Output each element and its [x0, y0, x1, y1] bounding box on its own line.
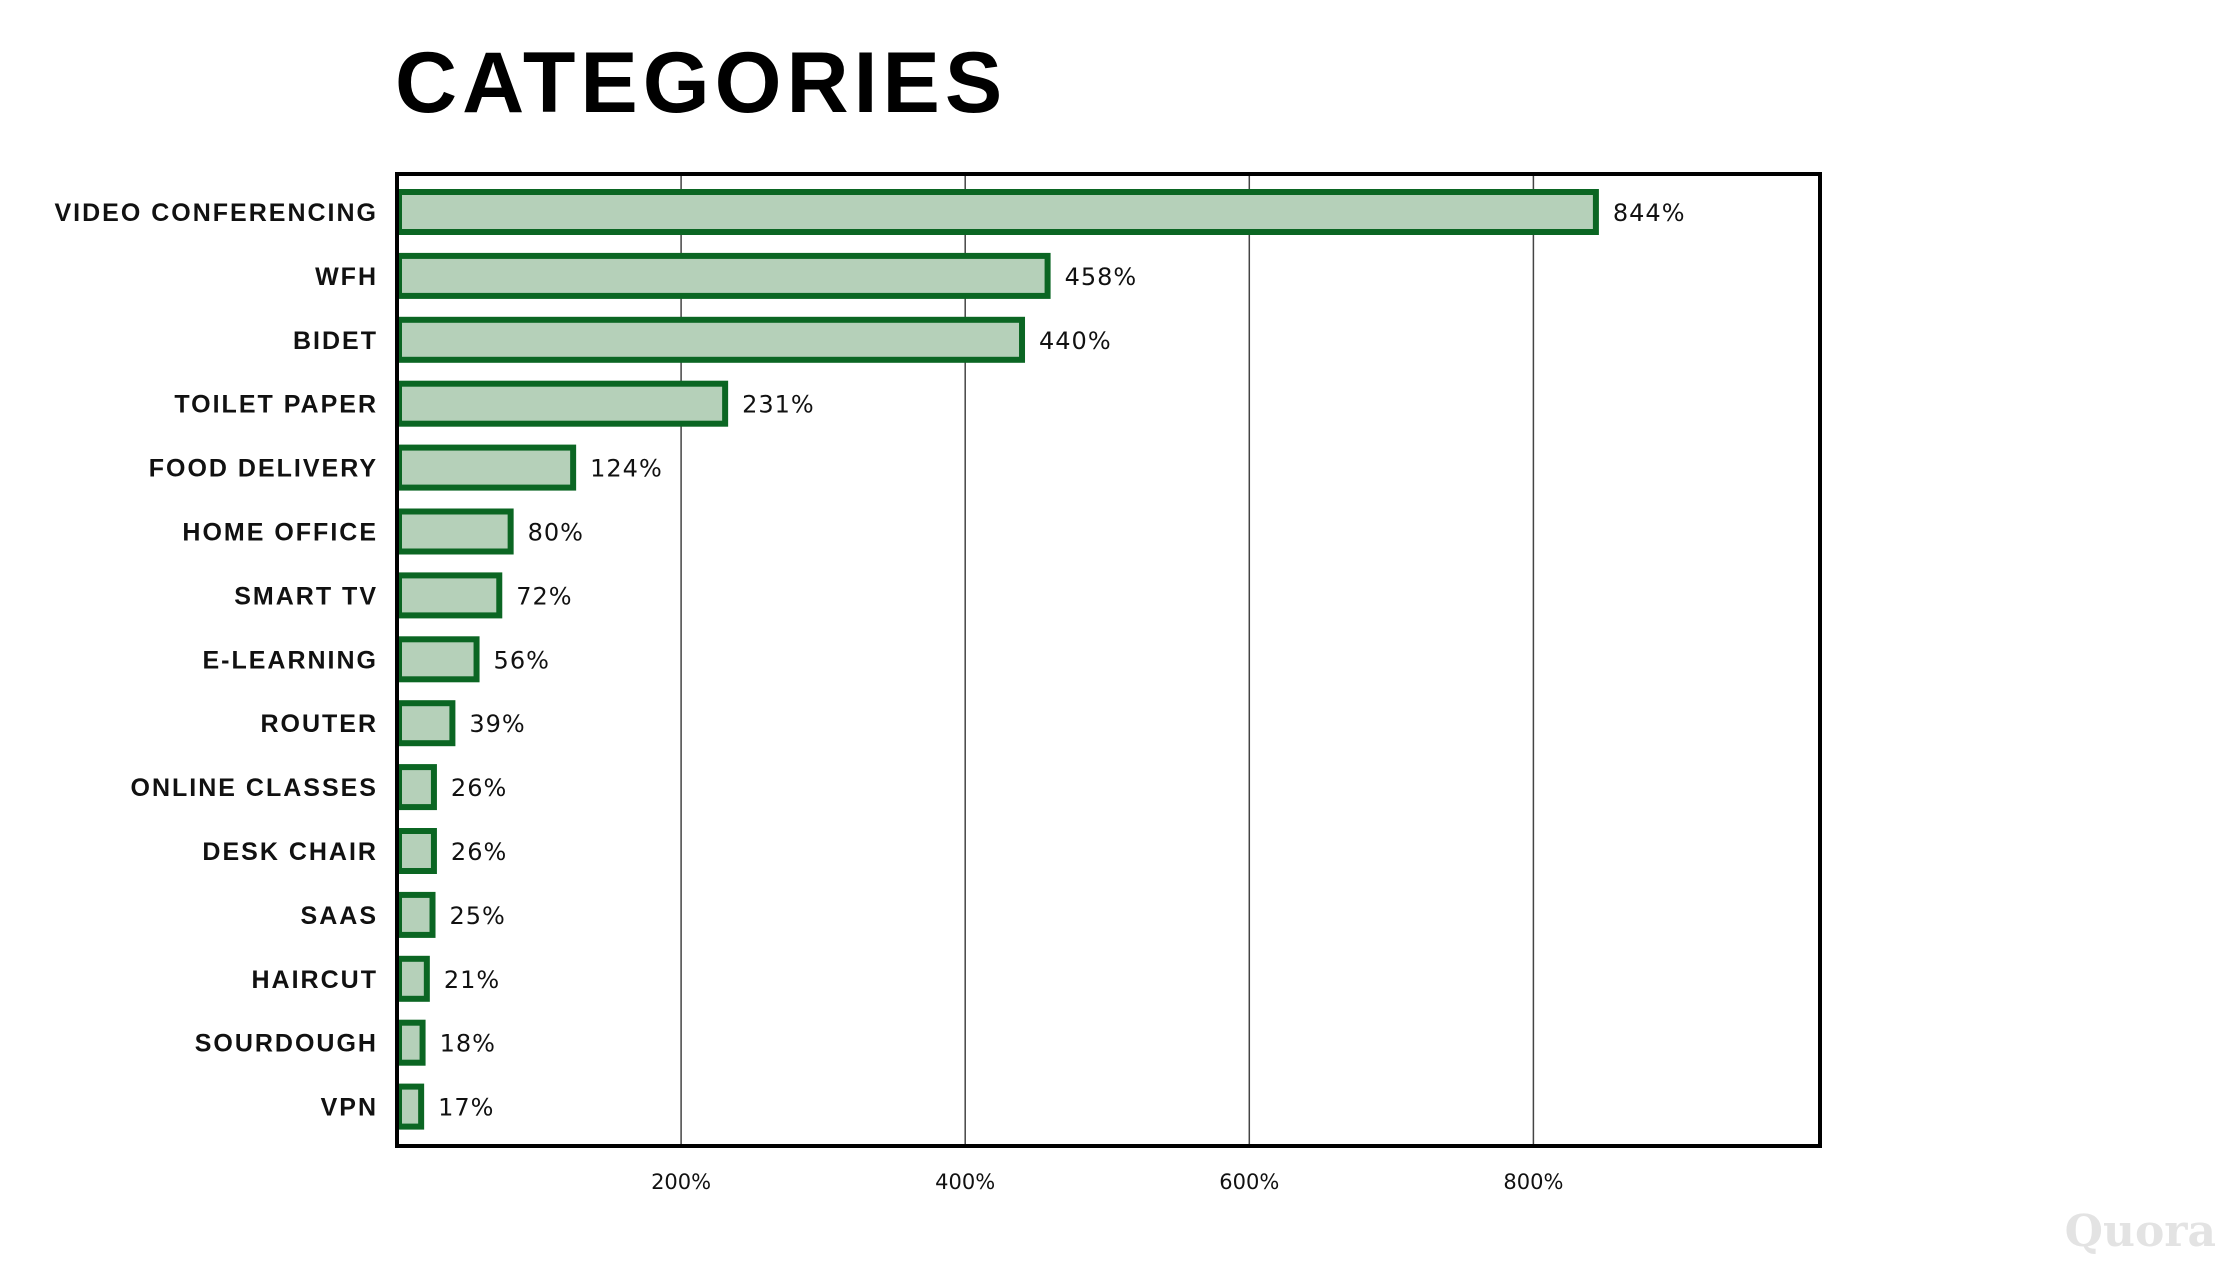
bar [396, 252, 1051, 299]
chart-title: CATEGORIES [395, 35, 1008, 131]
bar [396, 700, 456, 747]
bar [396, 828, 437, 874]
value-label: 231% [742, 391, 815, 419]
category-label: SMART TV [234, 582, 378, 610]
value-label: 21% [444, 966, 500, 994]
value-label: 18% [440, 1030, 496, 1058]
value-label: 72% [516, 582, 572, 610]
category-labels: VIDEO CONFERENCING WFH BIDET TOILET PAPER FO… [54, 199, 379, 1122]
bar [396, 764, 437, 811]
category-label: DESK CHAIR [202, 838, 378, 866]
value-label: 458% [1065, 263, 1138, 291]
bar [396, 1083, 425, 1130]
category-label: BIDET [293, 327, 378, 355]
category-label: TOILET PAPER [174, 391, 378, 419]
value-label: 26% [451, 838, 507, 866]
category-label: SOURDOUGH [195, 1030, 378, 1058]
value-labels: 844% 458% 440% 231% 124% 80% 72% 56% 39% 26% 26% 25… [438, 199, 1686, 1122]
category-label: SAAS [301, 902, 378, 930]
x-tick-label: 200% [651, 1170, 711, 1194]
bar [396, 955, 430, 1002]
bars [396, 189, 1599, 1130]
bar [396, 572, 503, 619]
bar [396, 1019, 426, 1066]
value-label: 440% [1039, 327, 1112, 355]
value-label: 39% [469, 710, 525, 738]
category-label: WFH [315, 263, 378, 291]
quora-watermark: Quora [2064, 1206, 2216, 1257]
category-label: ROUTER [260, 710, 378, 738]
value-label: 26% [451, 774, 507, 802]
value-label: 25% [450, 902, 506, 930]
value-label: 17% [438, 1094, 494, 1122]
category-label: VIDEO CONFERENCING [54, 199, 378, 227]
value-label: 56% [494, 646, 550, 674]
bar [396, 444, 577, 491]
category-label: FOOD DELIVERY [149, 455, 378, 483]
x-axis-ticks: 200% 400% 600% 800% [651, 1170, 1563, 1194]
bar [396, 189, 1599, 235]
bar [396, 636, 480, 683]
x-tick-label: 400% [935, 1170, 995, 1194]
value-label: 124% [590, 455, 663, 483]
bar [396, 508, 514, 555]
x-tick-label: 600% [1219, 1170, 1279, 1194]
category-label: VPN [321, 1094, 378, 1122]
category-label: E-LEARNING [202, 646, 378, 674]
bar [396, 316, 1026, 363]
bar [396, 380, 729, 427]
category-label: HAIRCUT [252, 966, 379, 994]
category-label: ONLINE CLASSES [131, 774, 378, 802]
value-label: 80% [528, 519, 584, 547]
category-label: HOME OFFICE [182, 519, 378, 547]
value-label: 844% [1613, 199, 1686, 227]
x-tick-label: 800% [1503, 1170, 1563, 1194]
bar [396, 891, 436, 938]
plot-frame [395, 172, 1822, 1148]
